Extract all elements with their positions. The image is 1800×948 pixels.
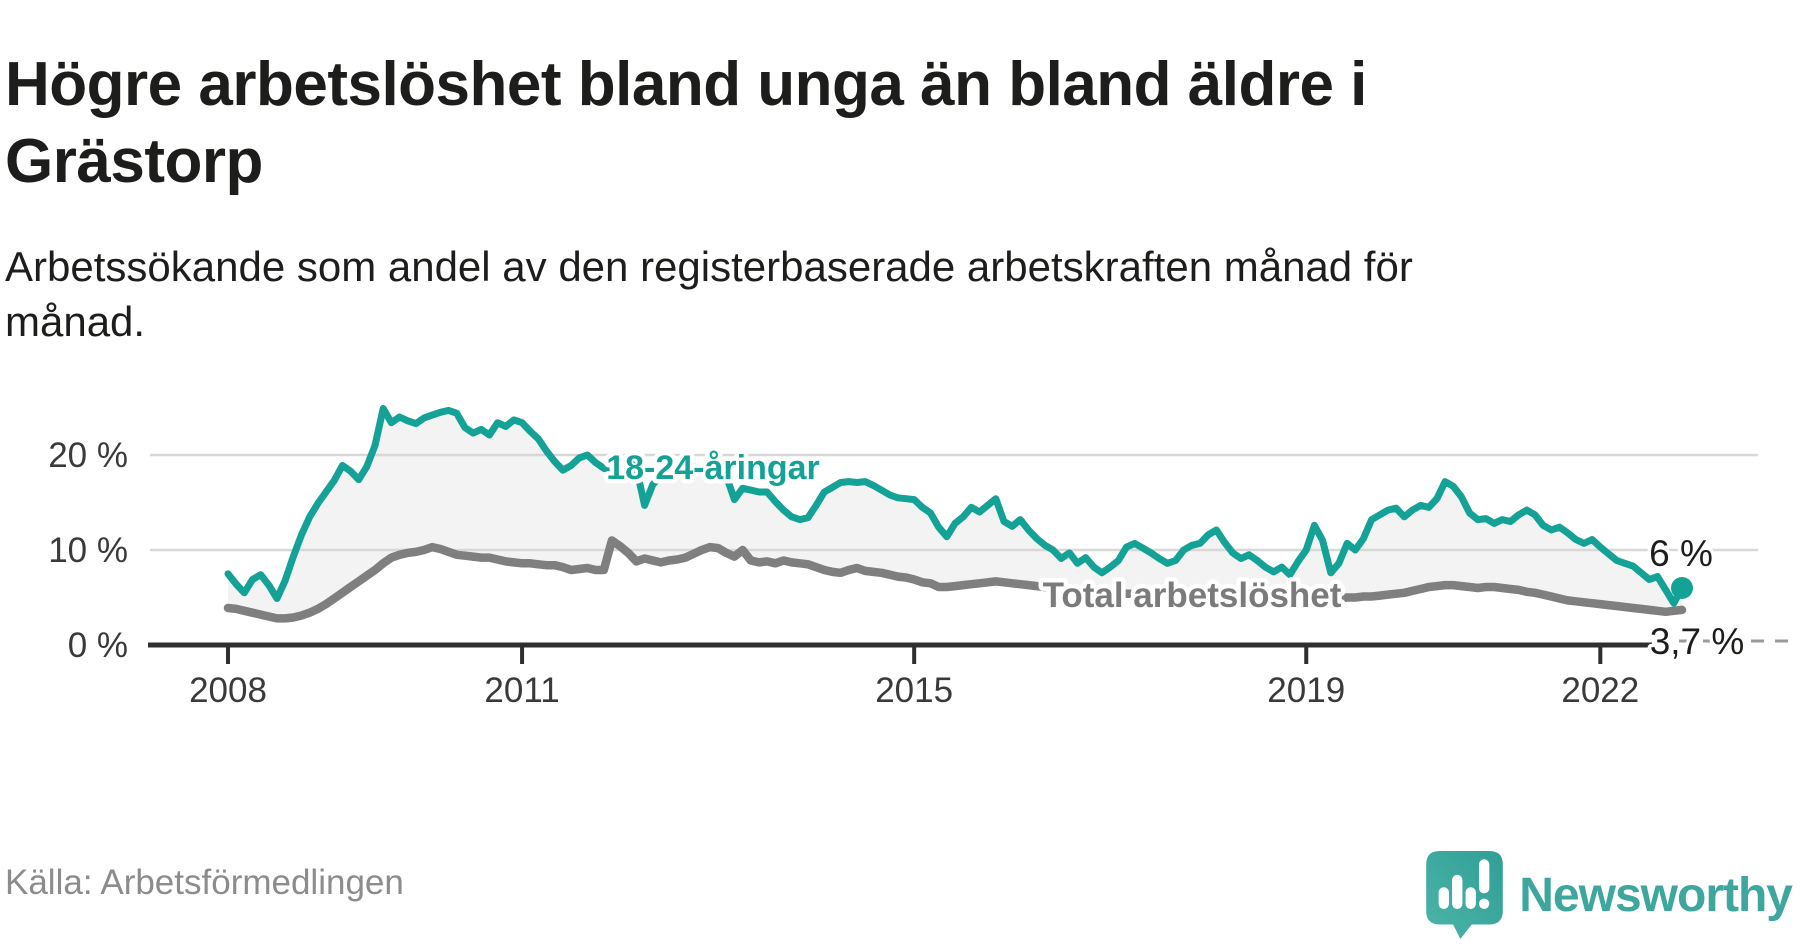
chart-subtitle: Arbetssökande som andel av den registerb… <box>5 243 1413 345</box>
y-tick-label: 0 % <box>68 626 128 665</box>
x-tick-label: 2019 <box>1267 671 1345 710</box>
x-tick-label: 2011 <box>484 671 559 710</box>
x-tick-label: 2015 <box>875 671 953 710</box>
logo-bars <box>1438 859 1490 909</box>
x-tick-label: 2008 <box>189 671 267 710</box>
brand-footer: Newsworthy <box>1426 851 1793 940</box>
bar-chart-speech-bubble-icon <box>1426 851 1504 939</box>
x-tick-label: 2022 <box>1561 671 1639 710</box>
brand-name: Newsworthy <box>1519 869 1793 922</box>
page-title: Högre arbetslöshet bland unga än bland ä… <box>5 49 1367 197</box>
source-note: Källa: Arbetsförmedlingen <box>5 863 404 902</box>
series-line-young <box>224 405 1686 607</box>
series-label: Total arbetslöshet <box>1043 576 1342 615</box>
series-line-total <box>223 536 1687 623</box>
speech-bubble-shape <box>1426 851 1504 939</box>
end-value-label: 6 % <box>1649 533 1713 574</box>
end-value-label: 3,7 % <box>1650 621 1745 662</box>
series-label: 18-24-åringar <box>606 449 820 487</box>
y-tick-label: 20 % <box>48 436 128 475</box>
y-tick-label: 10 % <box>48 531 128 570</box>
latest-point-dot <box>1671 577 1693 599</box>
